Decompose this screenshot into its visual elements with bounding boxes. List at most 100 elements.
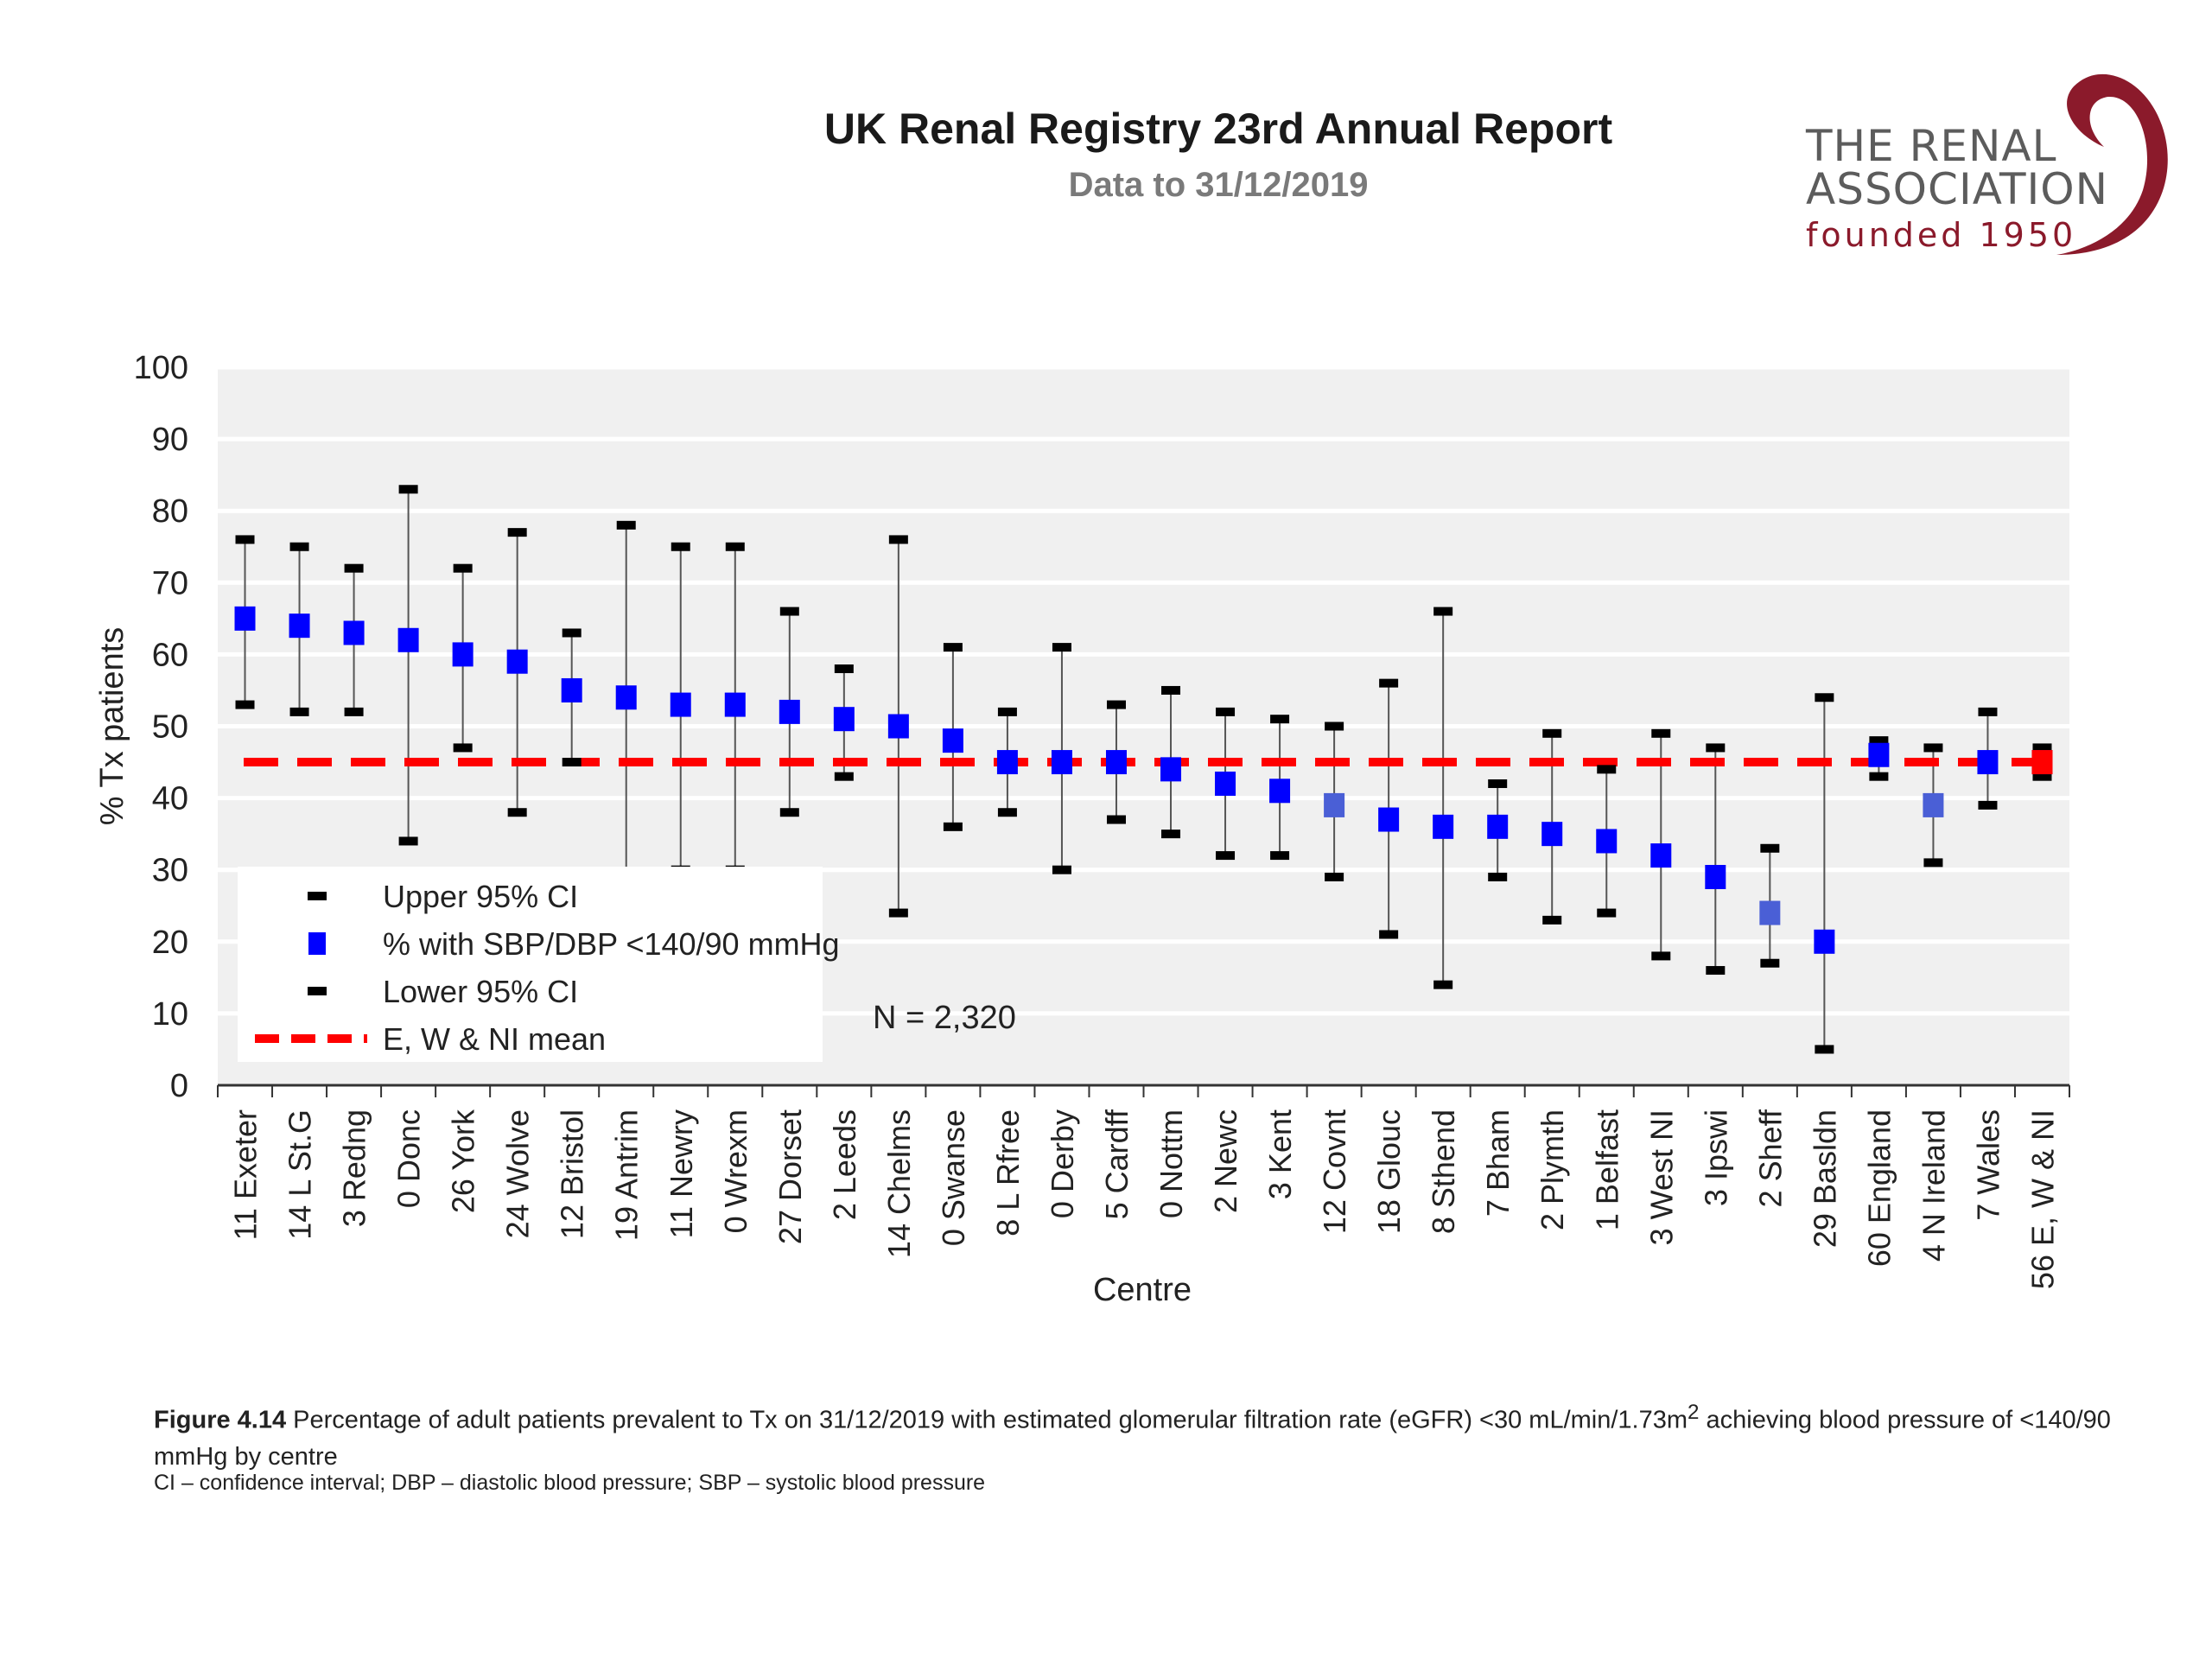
- x-tick-label: 26 York: [446, 1109, 481, 1213]
- lower-ci-marker: [507, 808, 527, 817]
- caption-superscript: 2: [1688, 1401, 1700, 1424]
- lower-ci-marker: [1161, 830, 1181, 839]
- legend-ci-marker: [308, 892, 327, 900]
- lower-ci-marker: [779, 808, 799, 817]
- x-tick-label: 8 L Rfree: [990, 1109, 1026, 1236]
- data-point: [1215, 771, 1236, 796]
- data-point: [1541, 822, 1563, 847]
- upper-ci-marker: [725, 542, 745, 551]
- lower-ci-marker: [1270, 851, 1290, 861]
- report-header: UK Renal Registry 23rd Annual Report Dat…: [0, 0, 2212, 285]
- upper-ci-marker: [2032, 743, 2052, 753]
- x-tick-label: 14 L St.G: [283, 1109, 318, 1240]
- figure-caption: Figure 4.14 Percentage of adult patients…: [154, 1395, 2124, 1475]
- y-tick-label: 60: [152, 637, 188, 673]
- x-tick-label: 56 E, W & NI: [2024, 1109, 2060, 1289]
- y-tick-label: 20: [152, 925, 188, 961]
- x-tick-label: 1 Belfast: [1589, 1109, 1624, 1230]
- upper-ci-marker: [616, 520, 636, 530]
- upper-ci-marker: [344, 563, 364, 573]
- data-point: [1105, 750, 1127, 775]
- renal-association-logo: THE RENAL ASSOCIATION founded 1950: [1797, 52, 2177, 268]
- upper-ci-marker: [1488, 779, 1508, 788]
- upper-ci-marker: [1815, 693, 1834, 702]
- lower-ci-marker: [1651, 951, 1671, 961]
- data-point: [234, 606, 256, 631]
- logo-line-2: ASSOCIATION: [1806, 164, 2109, 214]
- lower-ci-marker: [562, 758, 582, 767]
- x-tick-label: 3 Redng: [337, 1109, 372, 1227]
- upper-ci-marker: [1325, 721, 1344, 731]
- x-tick-label: 2 Plymth: [1535, 1109, 1570, 1230]
- x-tick-label: 8 Sthend: [1426, 1109, 1461, 1234]
- logo-swoosh-icon: [2056, 73, 2168, 255]
- data-point: [452, 642, 474, 667]
- lower-ci-marker: [235, 700, 255, 709]
- report-subtitle: Data to 31/12/2019: [1068, 166, 1369, 204]
- data-point: [1868, 742, 1890, 767]
- y-tick-label: 10: [152, 996, 188, 1033]
- upper-ci-marker: [1379, 678, 1399, 688]
- x-tick-label: 3 Ipswi: [1698, 1109, 1733, 1206]
- x-tick-label: 3 Kent: [1262, 1109, 1298, 1199]
- data-point: [615, 685, 637, 710]
- data-point: [996, 750, 1018, 775]
- x-axis-label: Centre: [1093, 1272, 1192, 1308]
- n-annotation: N = 2,320: [873, 1000, 1016, 1036]
- lower-ci-marker: [997, 808, 1017, 817]
- lower-ci-marker: [1216, 851, 1236, 861]
- x-tick-label: 29 Basldn: [1807, 1109, 1842, 1248]
- x-tick-label: 7 Wales: [1970, 1109, 2005, 1221]
- data-point: [1269, 779, 1291, 804]
- report-title: UK Renal Registry 23rd Annual Report: [823, 105, 1613, 153]
- upper-ci-marker: [997, 707, 1017, 716]
- x-tick-label: 3 West NI: [1643, 1109, 1679, 1245]
- lower-ci-marker: [834, 772, 854, 781]
- upper-ci-marker: [1106, 700, 1126, 709]
- upper-ci-marker: [779, 607, 799, 616]
- lower-ci-marker: [1052, 865, 1071, 874]
- upper-ci-marker: [1216, 707, 1236, 716]
- x-tick-label: 19 Antrim: [609, 1109, 645, 1241]
- data-point: [1977, 750, 1999, 775]
- abbreviations-note: CI – confidence interval; DBP – diastoli…: [154, 1471, 986, 1495]
- lower-ci-marker: [1869, 772, 1889, 781]
- data-point: [1160, 757, 1182, 782]
- data-point: [561, 677, 582, 702]
- logo-line-1: THE RENAL: [1806, 121, 2057, 171]
- data-point: [1759, 900, 1781, 925]
- upper-ci-marker: [943, 643, 963, 652]
- data-point: [1596, 829, 1618, 854]
- lower-ci-marker: [1542, 915, 1562, 925]
- y-tick-label: 50: [152, 709, 188, 746]
- x-tick-label: 18 Glouc: [1371, 1109, 1407, 1234]
- x-tick-label: 0 Donc: [391, 1109, 427, 1208]
- upper-ci-marker: [1052, 643, 1071, 652]
- data-point: [1814, 929, 1835, 954]
- data-point: [1923, 792, 1944, 817]
- legend-label: Lower 95% CI: [383, 974, 578, 1009]
- logo-line-3: founded 1950: [1806, 216, 2077, 254]
- upper-ci-marker: [1978, 707, 1998, 716]
- lower-ci-marker: [943, 822, 963, 831]
- data-point: [1324, 792, 1345, 817]
- lower-ci-marker: [1760, 958, 1780, 968]
- y-tick-label: 0: [170, 1068, 188, 1104]
- legend-ci-marker: [308, 987, 327, 995]
- lower-ci-marker: [888, 908, 908, 918]
- y-tick-label: 90: [152, 422, 188, 458]
- lower-ci-marker: [1597, 908, 1617, 918]
- upper-ci-marker: [888, 535, 908, 544]
- x-tick-label: 7 Bham: [1480, 1109, 1516, 1217]
- data-point: [289, 613, 310, 639]
- data-point: [1433, 814, 1454, 839]
- lower-ci-marker: [1978, 800, 1998, 810]
- x-tick-label: 14 Chelms: [881, 1109, 917, 1258]
- x-tick-label: 12 Bristol: [555, 1109, 590, 1239]
- data-point: [1650, 843, 1672, 868]
- data-point: [887, 714, 909, 739]
- x-tick-label: 4 N Ireland: [1916, 1109, 1951, 1262]
- upper-ci-marker: [235, 535, 255, 544]
- upper-ci-marker: [398, 485, 418, 494]
- upper-ci-marker: [507, 528, 527, 537]
